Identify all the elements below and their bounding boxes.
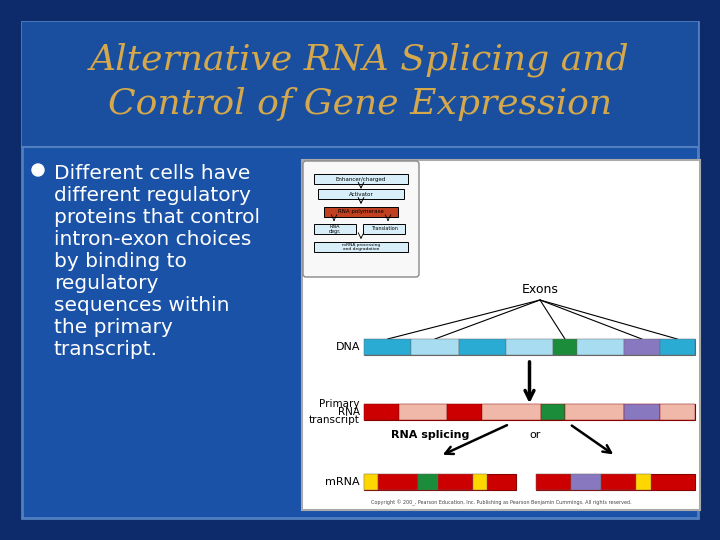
Text: by binding to: by binding to <box>54 252 187 271</box>
Text: Different cells have: Different cells have <box>54 164 251 183</box>
Text: transcript: transcript <box>309 415 360 425</box>
Bar <box>482 404 541 420</box>
Bar <box>553 339 577 355</box>
Bar <box>364 474 516 490</box>
Text: or: or <box>529 430 541 440</box>
Text: transcript.: transcript. <box>54 340 158 359</box>
Text: RNA splicing: RNA splicing <box>391 430 469 440</box>
Text: Control of Gene Expression: Control of Gene Expression <box>108 87 612 121</box>
Text: RNA: RNA <box>338 407 360 417</box>
Bar <box>364 339 411 355</box>
Bar <box>314 242 408 252</box>
Bar <box>363 224 405 234</box>
Text: Enhancer/charged: Enhancer/charged <box>336 177 386 181</box>
Text: RNA polymerase: RNA polymerase <box>338 210 384 214</box>
Bar <box>324 207 398 217</box>
Bar <box>364 404 695 420</box>
Bar <box>601 474 636 490</box>
Bar <box>624 404 660 420</box>
Text: sequences within: sequences within <box>54 296 230 315</box>
Text: regulatory: regulatory <box>54 274 158 293</box>
Bar <box>314 174 408 184</box>
Bar <box>400 404 446 420</box>
Text: Primary: Primary <box>320 399 360 409</box>
Text: Copyright © 200_, Pearson Education, Inc. Publishing as Pearson Benjamin Cumming: Copyright © 200_, Pearson Education, Inc… <box>371 500 631 506</box>
Text: mRNA: mRNA <box>325 477 360 487</box>
Text: different regulatory: different regulatory <box>54 186 251 205</box>
Bar <box>438 474 473 490</box>
Bar <box>314 224 356 234</box>
Bar <box>577 339 624 355</box>
Text: the primary: the primary <box>54 318 173 337</box>
Circle shape <box>32 164 44 176</box>
Bar <box>660 404 695 420</box>
Text: mRNA processing
and degradation: mRNA processing and degradation <box>342 242 380 251</box>
Bar <box>624 339 660 355</box>
Bar <box>364 474 378 490</box>
Text: Translation: Translation <box>371 226 397 232</box>
Bar <box>473 474 487 490</box>
Bar <box>411 339 459 355</box>
FancyBboxPatch shape <box>303 161 419 277</box>
Text: Exons: Exons <box>521 283 559 296</box>
Bar <box>364 339 695 355</box>
Text: Activator: Activator <box>348 192 374 197</box>
Bar <box>536 474 571 490</box>
Bar <box>636 474 651 490</box>
Bar <box>302 160 700 510</box>
Bar <box>571 474 601 490</box>
Bar <box>660 339 695 355</box>
Bar <box>446 404 482 420</box>
Text: Alternative RNA Splicing and: Alternative RNA Splicing and <box>90 43 630 77</box>
Text: DNA: DNA <box>336 342 360 352</box>
Bar <box>378 474 418 490</box>
Text: RNA
degr.: RNA degr. <box>329 224 341 234</box>
Text: proteins that control: proteins that control <box>54 208 260 227</box>
Bar <box>506 339 553 355</box>
Bar <box>318 189 404 199</box>
Bar <box>565 404 624 420</box>
Bar <box>536 474 695 490</box>
Bar <box>541 404 565 420</box>
Bar <box>364 404 400 420</box>
Text: intron-exon choices: intron-exon choices <box>54 230 251 249</box>
Bar <box>459 339 506 355</box>
Bar <box>22 22 698 147</box>
Bar <box>418 474 438 490</box>
